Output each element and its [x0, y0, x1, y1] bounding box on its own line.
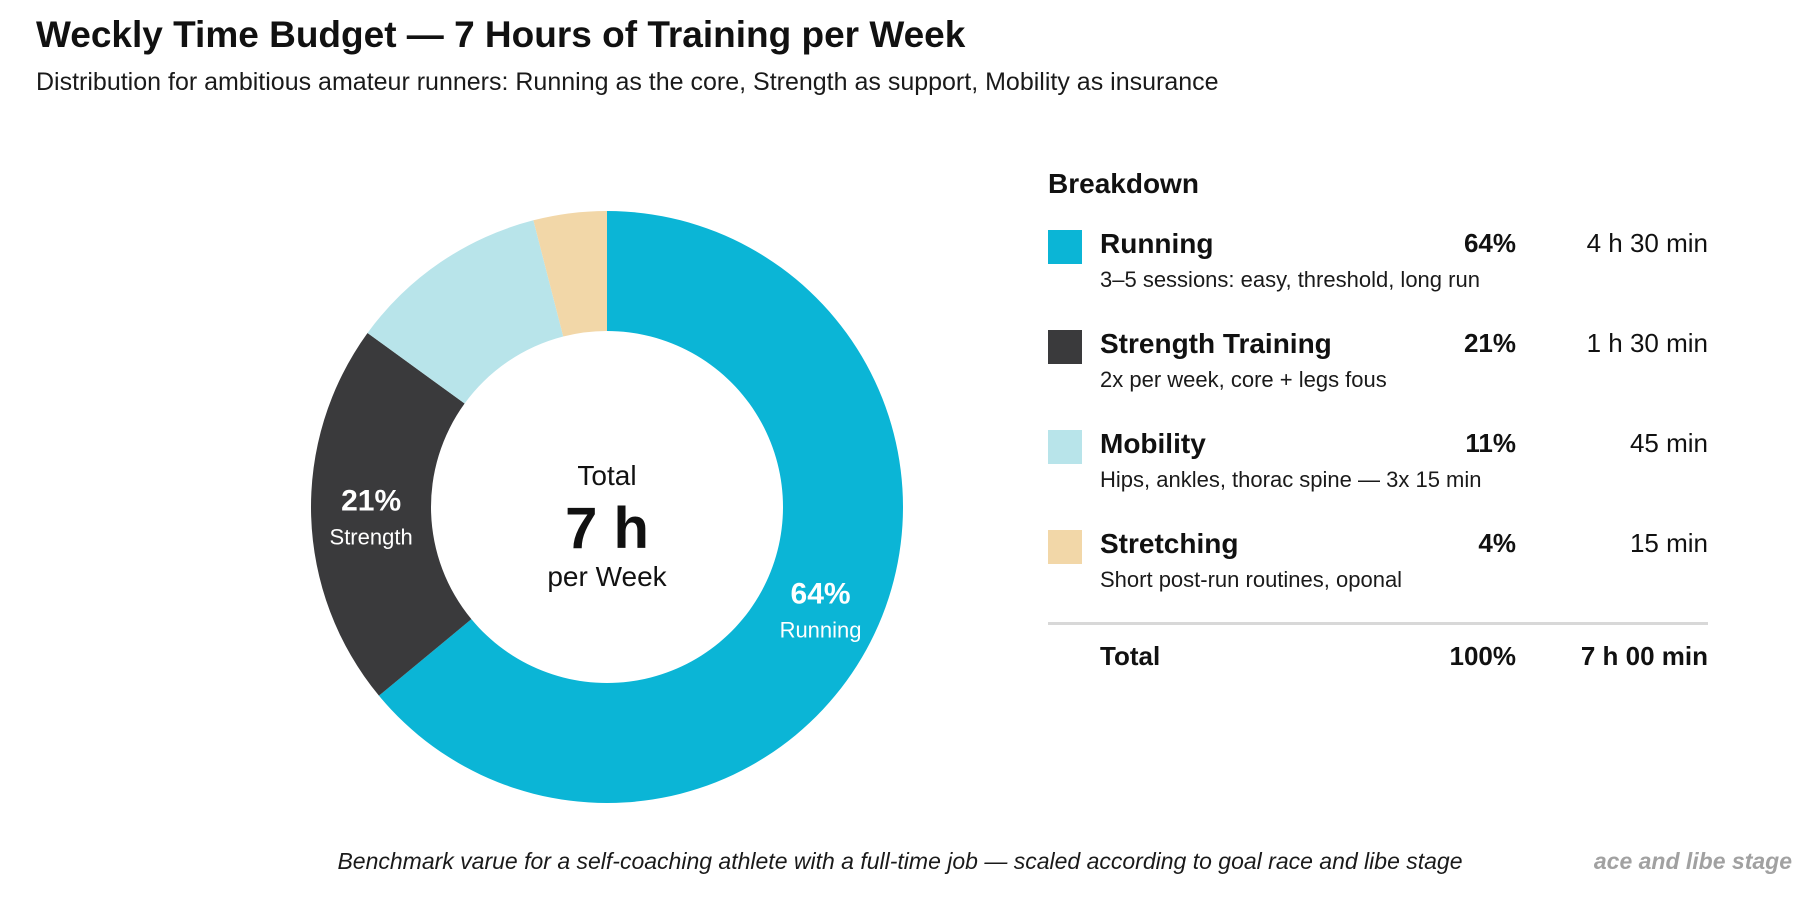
- center-value: 7 h: [565, 496, 649, 561]
- legend-swatch-running: [1048, 230, 1082, 264]
- legend-description: 2x per week, core + legs fous: [1100, 367, 1387, 392]
- donut-slice-strength: [310, 333, 472, 696]
- legend-label: Stretching: [1100, 528, 1239, 559]
- legend-percent: 21%: [1463, 328, 1516, 358]
- total-duration: 7 h 00 min: [1580, 641, 1708, 671]
- legend-item-running: Running 64% 4 h 30 min 3–5 sessions: eas…: [1048, 222, 1708, 322]
- donut-slice-stretching: [533, 211, 607, 337]
- total-label: Total: [1100, 641, 1161, 671]
- breakdown-legend: Breakdown Running 64% 4 h 30 min 3–5 ses…: [1048, 168, 1708, 685]
- legend-swatch-strength: [1048, 330, 1082, 364]
- total-percent: 100%: [1449, 641, 1517, 671]
- legend-duration: 45 min: [1629, 428, 1708, 458]
- legend-divider: [1048, 622, 1708, 625]
- donut-slice-running: [378, 211, 904, 804]
- legend-total-row: Total 100% 7 h 00 min: [1048, 625, 1708, 685]
- page-title: Weckly Time Budget — 7 Hours of Training…: [36, 14, 966, 55]
- legend-item-strength: Strength Training 21% 1 h 30 min 2x per …: [1048, 322, 1708, 422]
- legend-title: Breakdown: [1048, 168, 1199, 199]
- legend-duration: 1 h 30 min: [1586, 328, 1708, 358]
- legend-percent: 4%: [1478, 528, 1516, 558]
- legend-description: 3–5 sessions: easy, threshold, long run: [1100, 267, 1480, 292]
- slice-percent-label: 21%: [341, 484, 401, 517]
- legend-percent: 64%: [1463, 228, 1516, 258]
- legend-label: Mobility: [1100, 428, 1206, 459]
- legend-swatch-stretching: [1048, 530, 1082, 564]
- legend-description: Short post-run routines, oponal: [1100, 567, 1403, 592]
- legend-label: Strength Training: [1100, 328, 1332, 359]
- center-label-total: Total: [577, 460, 636, 491]
- footnote-ghost: ace and libe stage: [1593, 848, 1792, 874]
- legend-item-stretching: Stretching 4% 15 min Short post-run rout…: [1048, 522, 1708, 622]
- legend-label: Running: [1100, 228, 1214, 259]
- page-subtitle: Distribution for ambitious amateur runne…: [36, 68, 1219, 96]
- legend-description: Hips, ankles, thorac spine — 3x 15 min: [1100, 467, 1482, 492]
- center-label-per-week: per Week: [547, 561, 667, 592]
- slice-name-label: Strength: [330, 524, 413, 549]
- legend-percent: 11%: [1465, 428, 1516, 458]
- slice-name-label: Running: [780, 617, 862, 642]
- legend-item-mobility: Mobility 11% 45 min Hips, ankles, thorac…: [1048, 422, 1708, 522]
- legend-duration: 15 min: [1629, 528, 1708, 558]
- footnote: Benchmark varue for a self-coaching athl…: [337, 848, 1463, 874]
- donut-slice-mobility: [367, 220, 564, 404]
- legend-swatch-mobility: [1048, 430, 1082, 464]
- legend-duration: 4 h 30 min: [1586, 228, 1708, 258]
- slice-percent-label: 64%: [791, 577, 851, 610]
